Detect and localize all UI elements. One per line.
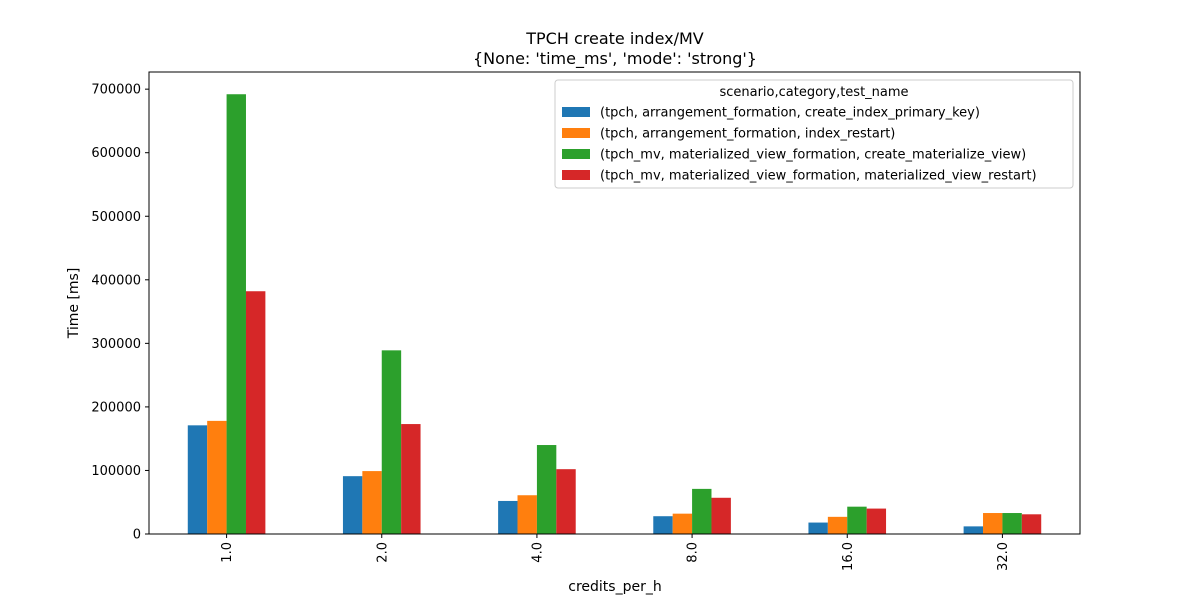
legend-swatch-1 [562, 128, 590, 138]
y-tick-label-1: 100000 [91, 464, 141, 479]
y-tick-label-3: 300000 [91, 337, 141, 352]
bar-3-0 [245, 291, 266, 534]
y-tick-label-0: 0 [133, 528, 141, 543]
bar-0-4 [808, 522, 828, 534]
bar-0-0 [187, 425, 208, 534]
bar-2-3 [692, 488, 712, 534]
bar-0-2 [498, 500, 518, 534]
plot-frame [148, 71, 1081, 535]
bar-2-2 [536, 445, 557, 534]
legend-swatch-2 [562, 149, 590, 159]
y-tick-label-6: 600000 [91, 146, 141, 161]
x-axis-label: credits_per_h [568, 579, 661, 595]
bar-3-4 [866, 508, 887, 534]
x-tick-label-2: 4.0 [530, 542, 545, 563]
legend-swatch-3 [562, 170, 590, 180]
x-tick-label-1: 2.0 [375, 542, 390, 563]
legend: scenario,category,test_name (tpch, arran… [554, 79, 1074, 189]
bar-1-0 [207, 420, 227, 534]
plot-area [148, 71, 1081, 535]
x-tick-label-3: 8.0 [686, 542, 701, 563]
bar-3-2 [556, 469, 576, 534]
bar-2-4 [847, 506, 867, 534]
legend-swatch-0 [562, 107, 590, 117]
x-axis: 1.0 2.0 4.0 8.0 16.0 32.0 [220, 534, 1011, 571]
legend-box [554, 79, 1074, 189]
chart-subtitle: {None: 'time_ms', 'mode': 'strong'} [473, 49, 757, 69]
bar-2-1 [381, 350, 402, 534]
bar-1-2 [517, 495, 537, 534]
bar-0-3 [653, 516, 673, 534]
legend-entry-2: (tpch_mv, materialized_view_formation, c… [600, 148, 1026, 163]
bar-3-5 [1021, 514, 1042, 534]
bar-3-1 [401, 424, 421, 534]
bar-0-1 [342, 476, 363, 534]
bar-1-5 [983, 513, 1003, 534]
legend-entry-1: (tpch, arrangement_formation, index_rest… [600, 127, 895, 142]
legend-entry-3: (tpch_mv, materialized_view_formation, m… [600, 169, 1037, 184]
chart-title: TPCH create index/MV [525, 29, 704, 48]
y-axis: 0 100000 200000 300000 400000 500000 600000 700… [91, 83, 149, 543]
bar-2-0 [226, 94, 246, 535]
bar-3-3 [711, 497, 731, 534]
y-tick-label-2: 200000 [91, 400, 141, 415]
y-tick-label-4: 400000 [91, 273, 141, 288]
bar-1-4 [827, 516, 848, 534]
bar-1-1 [362, 471, 382, 534]
x-tick-label-5: 32.0 [996, 542, 1011, 571]
bar-0-5 [963, 526, 984, 534]
bar-2-5 [1002, 513, 1022, 534]
x-tick-label-4: 16.0 [841, 542, 856, 571]
bar-1-3 [672, 513, 693, 534]
y-tick-label-7: 700000 [91, 83, 141, 98]
y-tick-label-5: 500000 [91, 210, 141, 225]
x-tick-label-0: 1.0 [220, 542, 235, 563]
legend-entry-0: (tpch, arrangement_formation, create_ind… [600, 106, 980, 121]
legend-title: scenario,category,test_name [719, 85, 908, 100]
y-axis-label: Time [ms] [66, 268, 82, 340]
